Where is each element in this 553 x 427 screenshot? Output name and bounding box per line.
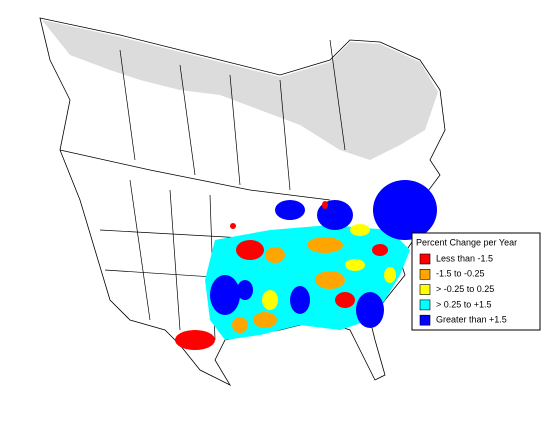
legend-label: Greater than +1.5	[436, 315, 507, 325]
change-region	[322, 201, 328, 209]
change-regions	[175, 180, 437, 350]
legend-swatch	[419, 268, 431, 280]
change-region	[236, 240, 264, 260]
legend-swatch	[419, 284, 431, 295]
change-region	[253, 312, 277, 328]
change-region	[335, 292, 355, 308]
change-region	[230, 223, 236, 229]
change-region	[210, 275, 240, 315]
change-region	[356, 292, 384, 328]
change-region	[315, 271, 345, 289]
change-region	[350, 224, 370, 236]
legend-swatch	[419, 253, 431, 265]
legend-label: > -0.25 to 0.25	[436, 284, 494, 294]
change-region	[175, 330, 215, 350]
change-region	[265, 247, 285, 263]
change-region	[232, 317, 248, 333]
legend-label: > 0.25 to +1.5	[436, 299, 492, 309]
change-region	[275, 200, 305, 220]
change-region	[372, 244, 388, 256]
legend-swatch	[419, 314, 431, 326]
change-region	[290, 286, 310, 314]
legend-box	[411, 232, 541, 331]
change-region	[373, 180, 437, 240]
legend-swatch	[419, 299, 431, 311]
unsurveyed-region	[42, 20, 438, 160]
change-region	[262, 290, 278, 310]
legend-label: -1.5 to -0.25	[436, 269, 485, 279]
change-region	[307, 237, 343, 253]
legend-title: Percent Change per Year	[416, 237, 517, 247]
change-region	[237, 280, 253, 300]
change-region	[345, 259, 365, 271]
legend-label: Less than -1.5	[436, 253, 493, 263]
change-region	[384, 267, 396, 283]
